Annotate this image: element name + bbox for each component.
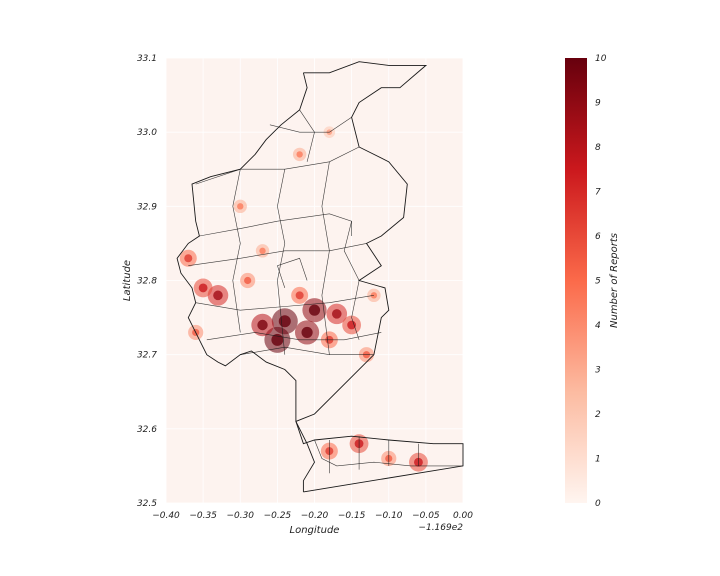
y-axis-ticks: 32.5 32.6 32.7 32.8 32.9 33.0 33.1 bbox=[137, 54, 157, 509]
heat-layer bbox=[179, 126, 428, 472]
colorbar-label: Number of Reports bbox=[609, 233, 620, 328]
hotspot-core bbox=[213, 290, 223, 301]
colorbar: 0 1 2 3 4 5 6 7 8 9 10 Number of Reports bbox=[565, 54, 620, 509]
neighborhood-boundary bbox=[206, 332, 382, 341]
hotspot-core bbox=[331, 309, 342, 319]
region-boundaries bbox=[176, 61, 464, 493]
y-tick-label: 32.8 bbox=[137, 277, 157, 287]
colorbar-tick-label: 8 bbox=[595, 143, 601, 153]
neighborhood-boundary bbox=[195, 295, 374, 311]
hotspot-core bbox=[198, 283, 208, 293]
colorbar-tick-label: 4 bbox=[595, 321, 601, 331]
colorbar-tick-label: 7 bbox=[595, 188, 601, 198]
hotspot-core bbox=[301, 326, 313, 339]
colorbar-tick-label: 10 bbox=[595, 54, 607, 64]
neighborhood-boundary bbox=[321, 161, 330, 355]
hotspot-core bbox=[244, 276, 252, 285]
neighborhood-boundary bbox=[232, 169, 241, 333]
neighborhood-boundary bbox=[199, 213, 352, 237]
neighborhood-boundary bbox=[314, 439, 463, 467]
y-tick-label: 32.5 bbox=[137, 499, 157, 509]
x-tick-label: −0.05 bbox=[412, 511, 440, 521]
y-tick-label: 32.9 bbox=[137, 202, 157, 212]
hotspot-core bbox=[278, 315, 291, 328]
hotspot-core bbox=[237, 203, 244, 210]
x-tick-label: −0.25 bbox=[264, 511, 292, 521]
x-tick-label: −0.35 bbox=[189, 511, 217, 521]
hotspot-core bbox=[184, 254, 193, 263]
y-axis-label: Latitude bbox=[122, 260, 133, 301]
hotspot-core bbox=[308, 304, 321, 316]
x-axis-offset-label: −1.169e2 bbox=[418, 523, 463, 533]
neighborhood-boundary bbox=[277, 169, 286, 355]
y-tick-label: 32.7 bbox=[137, 351, 157, 361]
plot-area bbox=[165, 57, 464, 504]
neighborhood-boundary bbox=[277, 257, 308, 288]
x-axis-label: Longitude bbox=[290, 525, 340, 536]
x-tick-label: −0.10 bbox=[375, 511, 403, 521]
neighborhood-boundary bbox=[240, 346, 374, 355]
colorbar-tick-label: 9 bbox=[595, 99, 601, 109]
neighborhood-boundary bbox=[299, 109, 315, 162]
hotspot-core bbox=[259, 247, 266, 255]
colorbar-gradient bbox=[565, 58, 587, 503]
neighborhood-boundary bbox=[188, 243, 367, 266]
y-tick-label: 33.1 bbox=[137, 54, 157, 64]
x-tick-label: −0.30 bbox=[226, 511, 254, 521]
hotspot-core bbox=[295, 291, 304, 300]
colorbar-tick-label: 6 bbox=[595, 232, 601, 242]
hotspot-core bbox=[257, 319, 268, 331]
neighborhood-boundary bbox=[343, 221, 360, 340]
colorbar-tick-label: 3 bbox=[595, 366, 601, 376]
y-tick-label: 33.0 bbox=[137, 128, 157, 138]
y-tick-label: 32.6 bbox=[137, 425, 157, 435]
hotspot-core bbox=[347, 320, 357, 330]
colorbar-tick-label: 2 bbox=[595, 410, 601, 420]
colorbar-tick-label: 0 bbox=[595, 499, 601, 509]
colorbar-tick-label: 5 bbox=[595, 277, 601, 287]
x-tick-label: 0.00 bbox=[453, 511, 473, 521]
colorbar-tick-label: 1 bbox=[595, 455, 601, 465]
inland-boundary bbox=[295, 61, 464, 493]
x-axis-ticks: −0.40 −0.35 −0.30 −0.25 −0.20 −0.15 −0.10 −0.05… bbox=[152, 511, 473, 521]
x-tick-label: −0.15 bbox=[338, 511, 366, 521]
colorbar-ticks: 0 1 2 3 4 5 6 7 8 9 10 bbox=[595, 54, 607, 509]
x-tick-label: −0.20 bbox=[301, 511, 329, 521]
x-tick-label: −0.40 bbox=[152, 511, 180, 521]
hotspot-core bbox=[296, 151, 303, 158]
